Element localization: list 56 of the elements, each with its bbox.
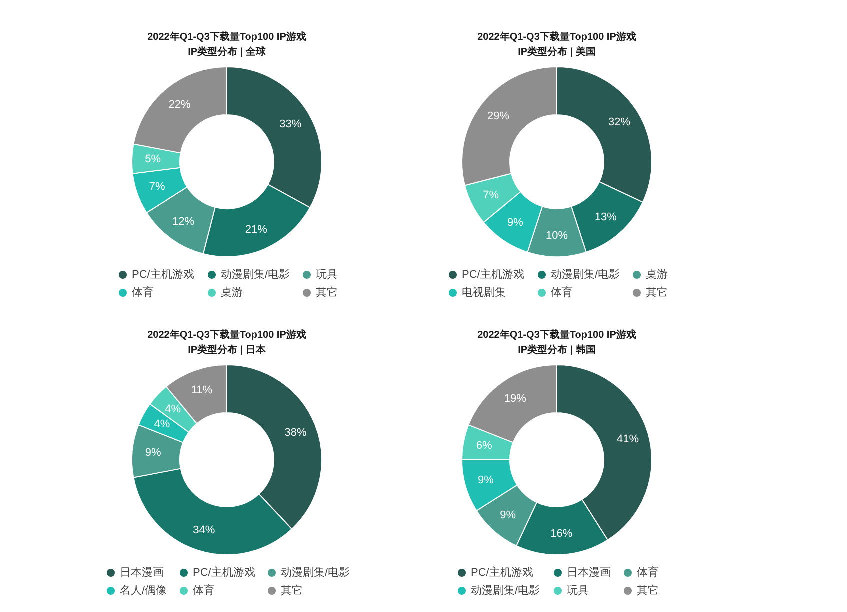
legend-label: 玩具 bbox=[567, 585, 589, 597]
data-label: 41% bbox=[617, 433, 640, 446]
legend-label: 桌游 bbox=[221, 286, 243, 299]
chart-title: 2022年Q1-Q3下载量Top100 IP游戏 bbox=[478, 329, 636, 341]
data-label: 29% bbox=[488, 110, 510, 123]
chart-title: 2022年Q1-Q3下载量Top100 IP游戏 bbox=[148, 329, 306, 341]
legend-label: 日本漫画 bbox=[567, 566, 611, 579]
data-label: 7% bbox=[483, 190, 500, 202]
legend-label: PC/主机游戏 bbox=[462, 268, 524, 281]
legend-label: 动漫剧集/电影 bbox=[551, 268, 620, 281]
legend-label: 体育 bbox=[132, 286, 154, 299]
legend-label: 电视剧集 bbox=[462, 286, 506, 299]
data-label: 6% bbox=[476, 440, 492, 452]
legend-label: PC/主机游戏 bbox=[471, 566, 534, 579]
data-label: 21% bbox=[245, 224, 268, 236]
legend-label: 体育 bbox=[551, 286, 573, 299]
legend-label: PC/主机游戏 bbox=[132, 268, 194, 281]
data-label: 34% bbox=[193, 524, 216, 536]
legend-label: 其它 bbox=[646, 286, 668, 299]
data-label: 4% bbox=[154, 418, 170, 430]
legend-label: 动漫剧集/电影 bbox=[221, 268, 290, 281]
legend-label: 体育 bbox=[637, 566, 659, 579]
legend-label: 玩具 bbox=[316, 269, 338, 281]
legend-label: 其它 bbox=[637, 584, 659, 597]
data-label: 7% bbox=[149, 181, 166, 194]
chart-title: 2022年Q1-Q3下载量Top100 IP游戏 bbox=[478, 31, 636, 43]
data-label: 5% bbox=[145, 154, 162, 166]
legend-label: 动漫剧集/电影 bbox=[471, 584, 540, 597]
data-label: 10% bbox=[546, 230, 568, 242]
data-label: 9% bbox=[145, 447, 162, 460]
legend-label: 桌游 bbox=[646, 268, 668, 281]
data-label: 11% bbox=[191, 384, 213, 396]
legend-label: 其它 bbox=[316, 286, 338, 299]
data-label: 9% bbox=[478, 474, 494, 487]
data-label: 13% bbox=[594, 212, 618, 224]
legend-label: 日本漫画 bbox=[120, 566, 164, 579]
legend-label: 名人/偶像 bbox=[120, 585, 168, 597]
data-label: 16% bbox=[550, 528, 573, 540]
data-label: 9% bbox=[500, 510, 516, 522]
data-label: 33% bbox=[280, 118, 302, 130]
chart-subtitle: IP类型分布 | 美国 bbox=[518, 46, 596, 58]
chart-subtitle: IP类型分布 | 韩国 bbox=[518, 344, 596, 356]
legend-label: 动漫剧集/电影 bbox=[281, 566, 350, 579]
chart-title: 2022年Q1-Q3下载量Top100 IP游戏 bbox=[148, 31, 306, 43]
data-label: 32% bbox=[608, 116, 631, 128]
data-label: 19% bbox=[504, 392, 527, 405]
chart-subtitle: IP类型分布 | 全球 bbox=[188, 46, 267, 58]
legend-label: 其它 bbox=[281, 584, 303, 597]
data-label: 9% bbox=[507, 217, 524, 230]
data-label: 12% bbox=[172, 216, 195, 228]
chart-subtitle: IP类型分布 | 日本 bbox=[188, 344, 267, 356]
data-label: 22% bbox=[168, 98, 192, 111]
data-label: 4% bbox=[165, 403, 182, 416]
legend-label: 体育 bbox=[193, 584, 215, 597]
data-label: 38% bbox=[284, 426, 308, 439]
legend-label: PC/主机游戏 bbox=[193, 566, 256, 579]
